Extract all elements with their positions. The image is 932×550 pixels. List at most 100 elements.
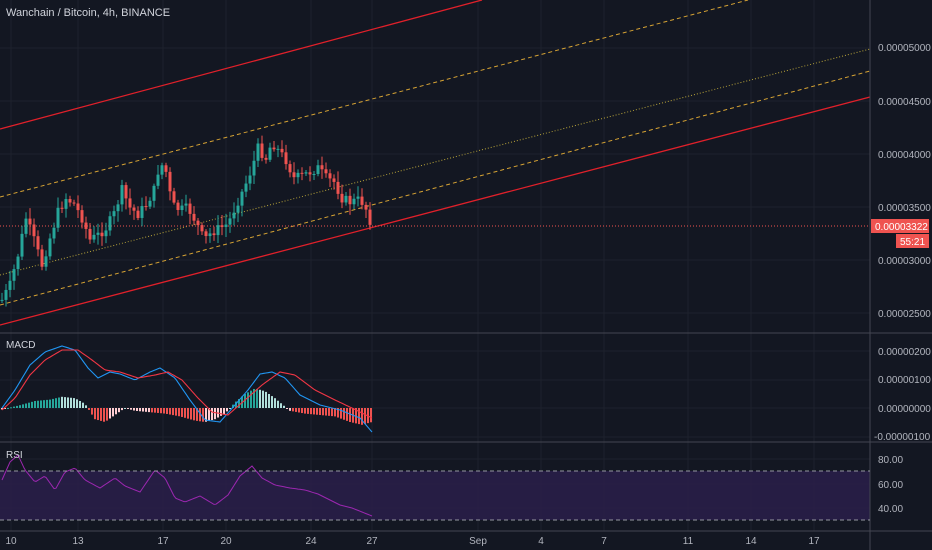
- candle-body[interactable]: [116, 204, 120, 212]
- candle-body[interactable]: [308, 172, 312, 175]
- candle-body[interactable]: [332, 178, 336, 182]
- candle-body[interactable]: [48, 238, 52, 257]
- channel-upper-dashed-line[interactable]: [0, 0, 749, 198]
- macd-axis[interactable]: 0.00000200 0.00000100 0.00000000 -0.0000…: [874, 347, 931, 443]
- candle-body[interactable]: [340, 193, 344, 203]
- channel-upper-line[interactable]: [0, 0, 483, 130]
- candle-body[interactable]: [320, 165, 324, 170]
- candle-body[interactable]: [316, 165, 320, 175]
- candle-body[interactable]: [228, 218, 232, 225]
- candle-body[interactable]: [124, 185, 128, 199]
- candle-body[interactable]: [232, 212, 236, 219]
- candle-body[interactable]: [252, 160, 256, 176]
- candle-body[interactable]: [192, 213, 196, 221]
- trend-channel[interactable]: [0, 0, 871, 326]
- candle-body[interactable]: [312, 174, 316, 176]
- candle-body[interactable]: [264, 157, 268, 160]
- candle-body[interactable]: [72, 202, 76, 204]
- candle-body[interactable]: [16, 256, 20, 270]
- candle-body[interactable]: [220, 225, 224, 227]
- candle-body[interactable]: [108, 216, 112, 231]
- candle-body[interactable]: [76, 203, 80, 211]
- candle-body[interactable]: [40, 249, 44, 267]
- candle-body[interactable]: [56, 207, 60, 228]
- candle-body[interactable]: [132, 207, 136, 211]
- candle-body[interactable]: [288, 164, 292, 173]
- candle-body[interactable]: [64, 199, 68, 209]
- candle-body[interactable]: [4, 289, 8, 300]
- candle-body[interactable]: [128, 198, 132, 208]
- candle-body[interactable]: [32, 224, 36, 237]
- price-candles[interactable]: [0, 135, 372, 307]
- candle-body[interactable]: [244, 183, 248, 192]
- candle-body[interactable]: [300, 172, 304, 174]
- candle-body[interactable]: [176, 202, 180, 210]
- candle-body[interactable]: [144, 206, 148, 208]
- candle-body[interactable]: [248, 175, 252, 184]
- price-axis[interactable]: 0.00005000 0.00004500 0.00004000 0.00003…: [871, 43, 931, 320]
- candle-body[interactable]: [88, 228, 92, 240]
- candle-body[interactable]: [324, 169, 328, 174]
- candle-body[interactable]: [92, 234, 96, 240]
- candle-body[interactable]: [136, 210, 140, 218]
- candle-body[interactable]: [240, 191, 244, 206]
- candle-body[interactable]: [84, 222, 88, 229]
- candle-body[interactable]: [100, 232, 104, 237]
- candle-body[interactable]: [120, 185, 124, 205]
- candle-body[interactable]: [216, 225, 220, 236]
- candle-body[interactable]: [328, 173, 332, 179]
- candle-body[interactable]: [140, 206, 144, 218]
- candle-body[interactable]: [352, 198, 356, 205]
- candle-body[interactable]: [292, 172, 296, 178]
- candle-body[interactable]: [304, 172, 308, 174]
- candle-body[interactable]: [296, 172, 300, 178]
- candle-body[interactable]: [272, 147, 276, 150]
- candle-body[interactable]: [80, 210, 84, 223]
- candle-body[interactable]: [112, 211, 116, 217]
- candle-body[interactable]: [276, 148, 280, 150]
- candle-body[interactable]: [348, 195, 352, 205]
- candle-body[interactable]: [104, 230, 108, 237]
- channel-lower-dashed-line[interactable]: [0, 70, 871, 306]
- candle-body[interactable]: [28, 218, 32, 225]
- candle-body[interactable]: [24, 218, 28, 234]
- time-axis[interactable]: 10 13 17 20 24 27 Sep 4 7 11 14 17: [5, 536, 820, 547]
- candle-body[interactable]: [368, 209, 372, 225]
- candle-body[interactable]: [212, 233, 216, 236]
- rsi-axis[interactable]: 80.00 60.00 40.00: [878, 455, 903, 515]
- channel-lower-line[interactable]: [0, 96, 871, 326]
- candle-body[interactable]: [160, 165, 164, 175]
- candle-body[interactable]: [36, 236, 40, 250]
- candle-body[interactable]: [172, 191, 176, 203]
- candle-body[interactable]: [260, 143, 264, 158]
- candle-body[interactable]: [196, 220, 200, 226]
- candle-body[interactable]: [180, 205, 184, 210]
- candle-body[interactable]: [68, 199, 72, 203]
- candle-body[interactable]: [236, 205, 240, 213]
- candle-body[interactable]: [12, 269, 16, 281]
- candle-body[interactable]: [148, 200, 152, 207]
- candle-body[interactable]: [356, 196, 360, 199]
- candle-body[interactable]: [0, 299, 4, 301]
- candle-body[interactable]: [20, 233, 24, 257]
- candle-body[interactable]: [152, 185, 156, 201]
- candle-body[interactable]: [188, 203, 192, 214]
- candle-body[interactable]: [96, 232, 100, 235]
- candle-body[interactable]: [184, 203, 188, 206]
- candle-body[interactable]: [280, 148, 284, 153]
- candle-body[interactable]: [364, 204, 368, 210]
- candle-body[interactable]: [360, 196, 364, 205]
- candle-body[interactable]: [200, 225, 204, 232]
- candle-body[interactable]: [336, 181, 340, 194]
- candle-body[interactable]: [44, 256, 48, 267]
- candle-body[interactable]: [344, 195, 348, 203]
- candle-body[interactable]: [256, 143, 260, 161]
- candle-body[interactable]: [224, 224, 228, 227]
- candle-body[interactable]: [168, 171, 172, 192]
- candle-body[interactable]: [52, 227, 56, 239]
- candle-body[interactable]: [8, 280, 12, 290]
- candle-body[interactable]: [156, 174, 160, 186]
- candle-body[interactable]: [60, 207, 64, 209]
- candle-body[interactable]: [268, 147, 272, 160]
